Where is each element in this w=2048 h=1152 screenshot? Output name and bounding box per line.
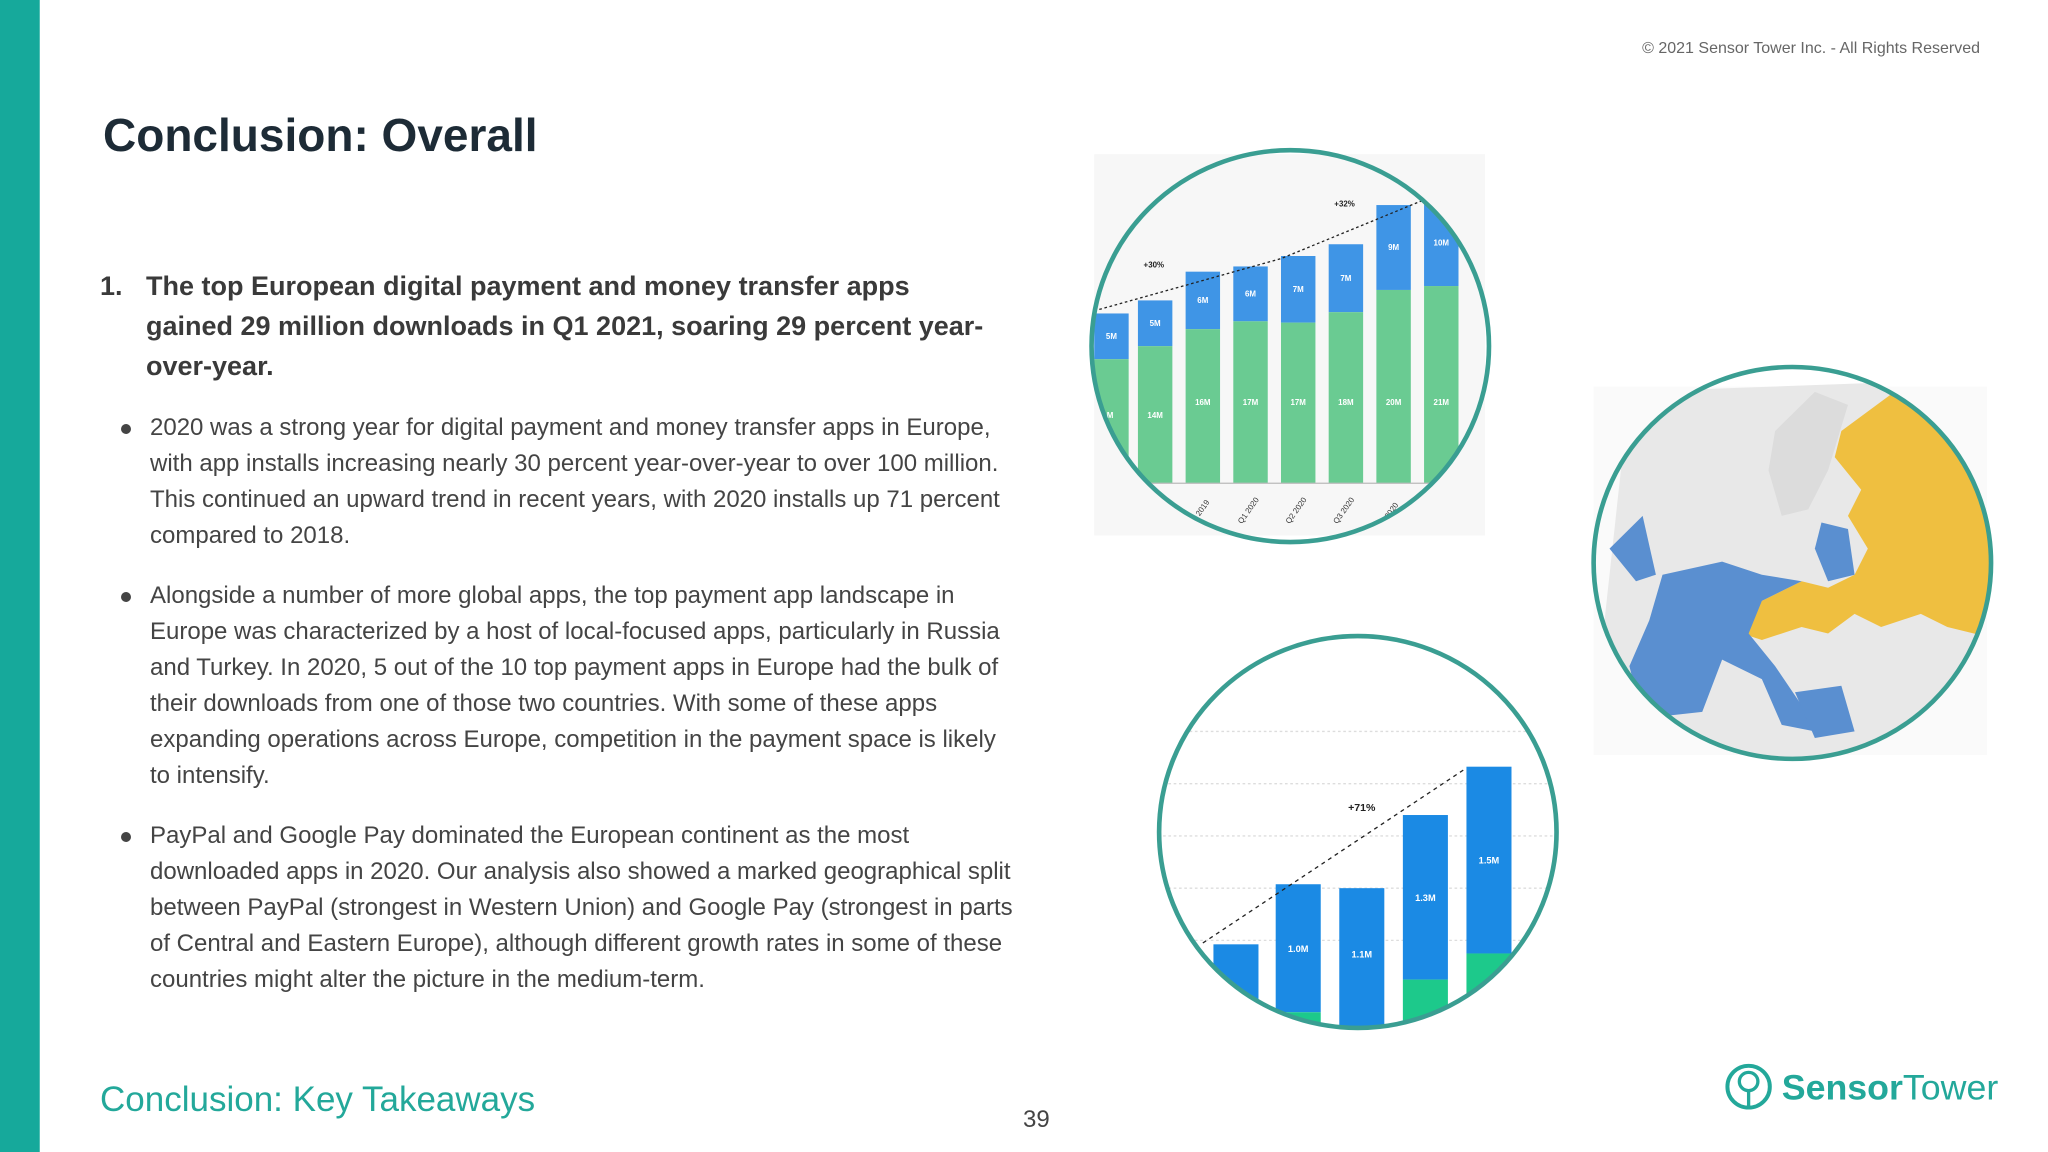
segment-label: 17M [1243,398,1259,407]
bullet: 2020 was a strong year for digital payme… [118,410,1018,554]
segment [1402,815,1448,980]
segment-label: 7M [1340,274,1351,283]
segment-label: 1.1M [1352,949,1373,959]
segment [1094,313,1129,360]
segment-label: 20M [1386,398,1402,407]
segment [1233,321,1268,484]
segment-label: 1.5M [1479,855,1500,865]
logo-bold: Sensor [1782,1068,1903,1108]
segment [1328,312,1364,484]
segment [1466,766,1512,954]
map [1594,378,1990,758]
segment-label: M [1107,411,1114,420]
point-text: The top European digital payment and mon… [146,271,984,381]
segment-label: 7M [1293,285,1304,294]
segment-label: 10M [1434,239,1450,248]
segment [1424,286,1459,484]
segment-label: 1.3M [1415,893,1436,903]
segment-label: 18M [1338,398,1354,407]
annual-chart: 1.0M 1.1M 1.3M 1.5M +71% [1160,730,1556,1045]
segment [1137,300,1173,347]
segment-label: 16M [1195,398,1211,407]
segment [1185,271,1221,330]
bullet: PayPal and Google Pay dominated the Euro… [118,818,1018,998]
segment [1233,266,1268,322]
segment [1280,256,1316,323]
point-number: 1. [100,271,123,301]
logo: SensorTower [1725,1063,1999,1110]
page-number: 39 [1023,1106,1050,1133]
trend [1202,767,1467,944]
segment-label: 6M [1245,290,1256,299]
segment [1137,346,1173,484]
side-bar [0,0,40,1152]
segment [1275,884,1321,1013]
segment-label: 5M [1106,332,1117,341]
trend [1094,199,1425,312]
segment [1339,1032,1384,1045]
segment-label: 9M [1388,243,1399,252]
bullet-list: 2020 was a strong year for digital payme… [118,410,1018,1022]
segment-label: 6M [1197,296,1208,305]
segment [1376,205,1411,290]
frame [1156,633,1559,1031]
copyright: © 2021 Sensor Tower Inc. - All Rights Re… [1642,40,1980,57]
logo-regular: Tower [1903,1068,1999,1108]
growth-label: +32% [1334,199,1355,208]
section-name: Conclusion: Key Takeaways [100,1080,536,1119]
logo-text: SensorTower [1782,1068,1999,1108]
growth-label: +30% [1144,261,1165,270]
segment-label: 5M [1150,319,1161,328]
title: Conclusion: Overall [103,109,538,161]
frame [1591,364,1994,762]
bullet: Alongside a number of more global apps, … [118,578,1018,794]
numbered-point: 1. The top European digital payment and m… [100,266,1000,386]
quarterly-chart: 5M M 5M 14M 6M 16M 6M 17M 7M 17M 7M 18M 9M 20M 10M 21M +… [1092,199,1471,525]
segment [1185,329,1221,484]
segment-label: 1.0M [1288,944,1309,954]
frame [1089,147,1492,545]
segment [1328,244,1364,313]
segment [1213,1032,1258,1045]
segment-label: 21M [1434,398,1450,407]
segment-label: 17M [1290,398,1306,407]
growth-label: +71% [1348,802,1376,814]
segment [1376,289,1411,484]
segment [1280,322,1316,484]
segment [1339,888,1385,1027]
segment-label: 14M [1147,411,1163,420]
